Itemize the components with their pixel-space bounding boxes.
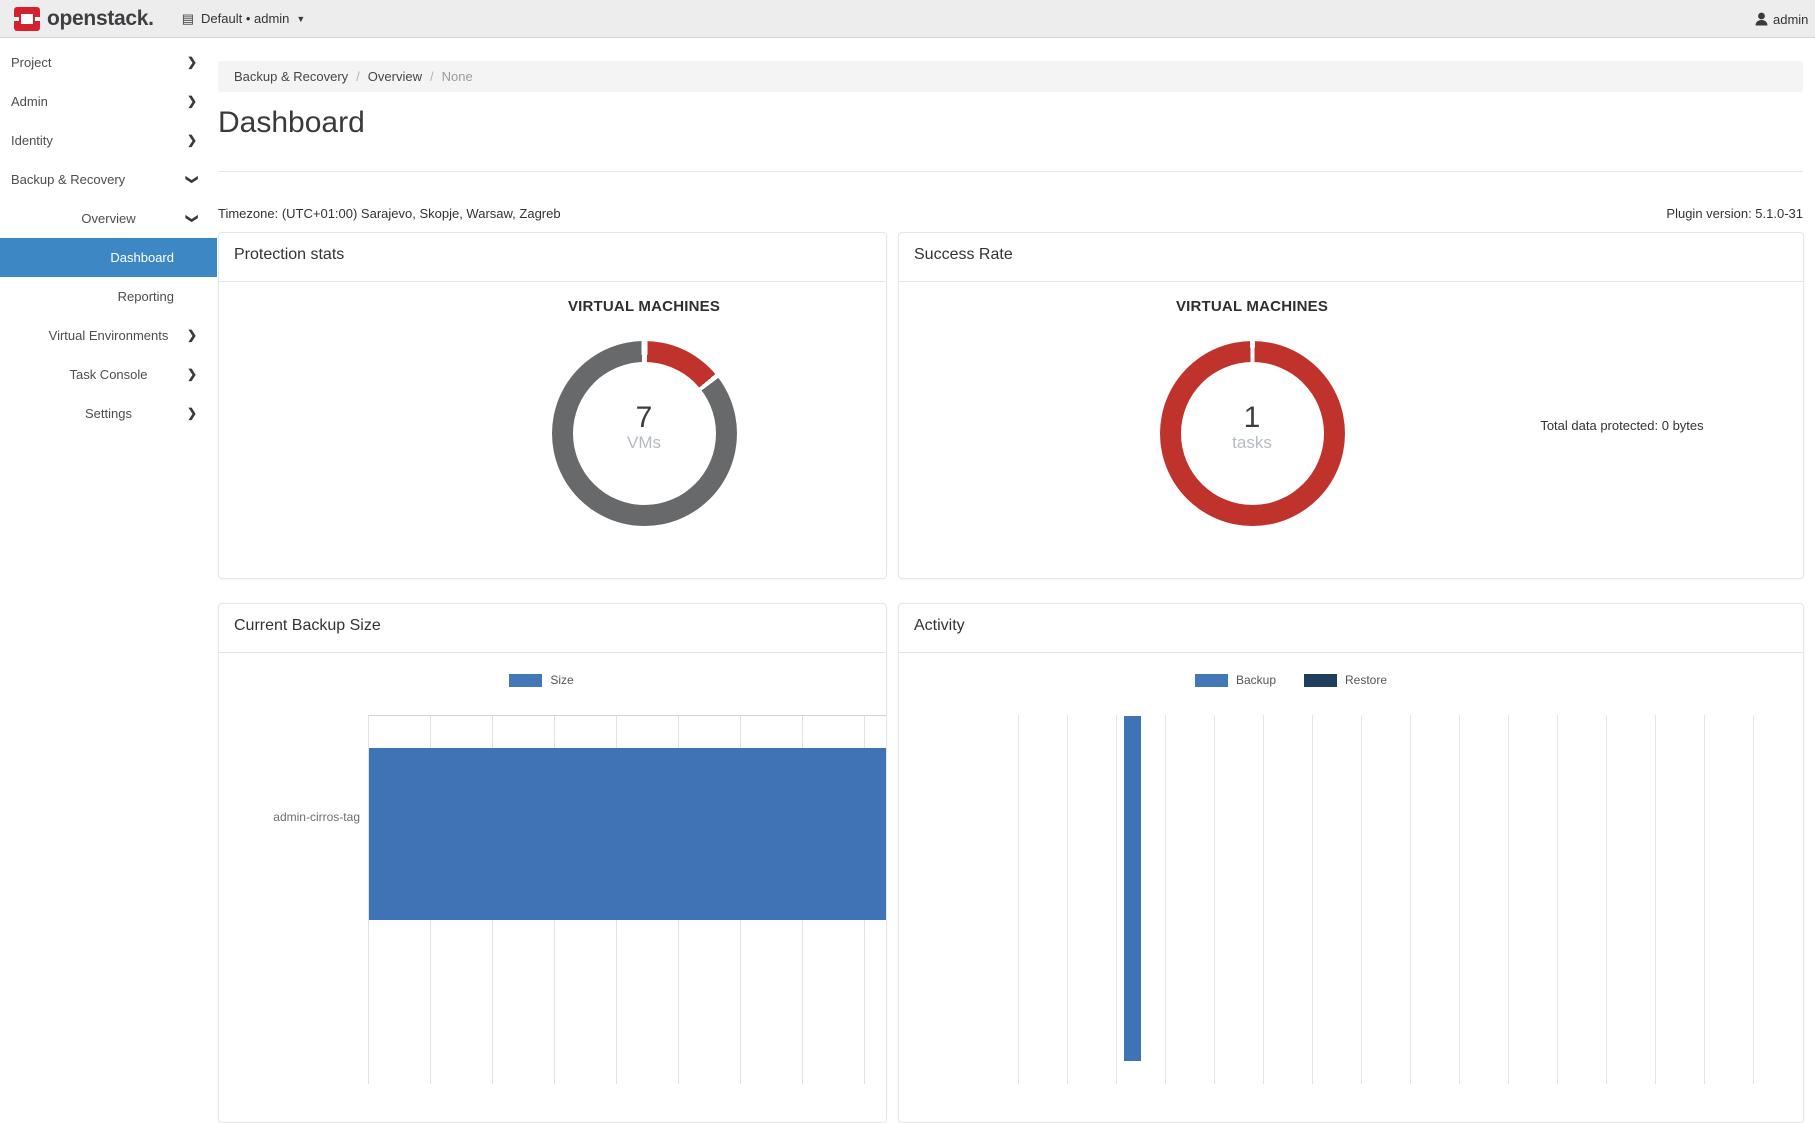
sidebar-item-label: Backup & Recovery xyxy=(11,172,125,187)
openstack-logo-icon xyxy=(14,7,40,31)
sidebar-item-label: Reporting xyxy=(118,289,174,304)
donut-value: 1 xyxy=(1244,403,1261,433)
card-title: Success Rate xyxy=(899,233,1803,282)
legend-item-backup[interactable]: Backup xyxy=(1195,673,1276,687)
card-success-rate: Success Rate VIRTUAL MACHINES 1 tasks To… xyxy=(898,232,1804,579)
card-title: Activity xyxy=(899,604,1803,653)
sidebar-item-settings[interactable]: Settings ❯ xyxy=(0,394,217,433)
page-title: Dashboard xyxy=(218,100,1803,146)
sidebar-item-label: Overview xyxy=(81,211,135,226)
title-divider xyxy=(218,171,1803,172)
donut-center: 1 tasks xyxy=(1160,335,1345,520)
topbar: openstack. ▤ Default • admin ▼ admin xyxy=(0,0,1815,38)
chevron-right-icon: ❯ xyxy=(187,121,197,160)
sidebar-item-label: Identity xyxy=(11,133,53,148)
main-content: Backup & Recovery / Overview / None Dash… xyxy=(218,38,1803,1123)
protection-stats-chart: VIRTUAL MACHINES 7 VMs xyxy=(429,298,859,526)
breadcrumb-backup-recovery[interactable]: Backup & Recovery xyxy=(234,69,348,84)
sidebar-item-task-console[interactable]: Task Console ❯ xyxy=(0,355,217,394)
legend-swatch-restore xyxy=(1304,674,1337,687)
donut-value: 7 xyxy=(636,403,653,433)
table-icon: ▤ xyxy=(182,11,194,27)
donut-unit: VMs xyxy=(627,433,661,453)
sidebar-item-label: Task Console xyxy=(69,367,147,382)
chevron-right-icon: ❯ xyxy=(187,394,197,433)
sidebar-item-dashboard[interactable]: Dashboard xyxy=(0,238,217,277)
legend-swatch-backup xyxy=(1195,674,1228,687)
sidebar-item-overview[interactable]: Overview ❯ xyxy=(0,199,217,238)
sidebar-item-virtual-environments[interactable]: Virtual Environments ❯ xyxy=(0,316,217,355)
size-bar[interactable] xyxy=(369,748,887,920)
sidebar-item-project[interactable]: Project ❯ xyxy=(0,43,217,82)
brand-home-link[interactable]: openstack. xyxy=(14,7,154,31)
chart-header: VIRTUAL MACHINES xyxy=(429,298,859,315)
breadcrumb: Backup & Recovery / Overview / None xyxy=(218,61,1803,92)
backup-size-bar-chart[interactable] xyxy=(368,715,887,1084)
chevron-down-icon: ❯ xyxy=(172,213,211,223)
breadcrumb-separator: / xyxy=(356,69,360,84)
total-data-protected-text: Total data protected: 0 bytes xyxy=(1492,418,1752,433)
chart-header: VIRTUAL MACHINES xyxy=(1037,298,1467,315)
breadcrumb-separator: / xyxy=(430,69,434,84)
chevron-right-icon: ❯ xyxy=(187,355,197,394)
sidebar-item-admin[interactable]: Admin ❯ xyxy=(0,82,217,121)
chart-legend: Size xyxy=(218,673,875,687)
card-title: Protection stats xyxy=(219,233,886,282)
backup-bar[interactable] xyxy=(1124,716,1141,1061)
card-title: Current Backup Size xyxy=(219,604,886,653)
caret-down-icon: ▼ xyxy=(296,14,305,24)
legend-item-size[interactable]: Size xyxy=(509,673,573,687)
meta-row: Timezone: (UTC+01:00) Sarajevo, Skopje, … xyxy=(218,206,1803,222)
breadcrumb-current: None xyxy=(442,69,473,84)
chevron-right-icon: ❯ xyxy=(187,43,197,82)
timezone-text: Timezone: (UTC+01:00) Sarajevo, Skopje, … xyxy=(218,206,561,222)
chevron-down-icon: ❯ xyxy=(172,174,211,184)
legend-item-restore[interactable]: Restore xyxy=(1304,673,1387,687)
user-name: admin xyxy=(1773,12,1808,27)
sidebar-item-label: Virtual Environments xyxy=(49,328,169,343)
sidebar-item-label: Admin xyxy=(11,94,48,109)
success-rate-chart: VIRTUAL MACHINES 1 tasks xyxy=(1037,298,1467,526)
sidebar-item-label: Dashboard xyxy=(110,250,174,265)
protection-donut-chart[interactable]: 7 VMs xyxy=(552,341,737,526)
card-protection-stats: Protection stats VIRTUAL MACHINES 7 VMs xyxy=(218,232,887,579)
sidebar-item-reporting[interactable]: Reporting xyxy=(0,277,217,316)
domain-project-switcher[interactable]: ▤ Default • admin ▼ xyxy=(182,11,306,27)
legend-label: Restore xyxy=(1345,673,1387,687)
card-current-backup-size: Current Backup Size Size admin-cirros-ta… xyxy=(218,603,887,1123)
chevron-right-icon: ❯ xyxy=(187,82,197,121)
legend-label: Backup xyxy=(1236,673,1276,687)
activity-bar-chart[interactable] xyxy=(1018,715,1793,1084)
legend-swatch-size xyxy=(509,674,542,687)
brand-text: openstack. xyxy=(47,7,154,31)
sidebar-item-backup-recovery[interactable]: Backup & Recovery ❯ xyxy=(0,160,217,199)
context-label: Default • admin xyxy=(201,11,289,26)
breadcrumb-overview[interactable]: Overview xyxy=(368,69,422,84)
dashboard-grid: Protection stats VIRTUAL MACHINES 7 VMs … xyxy=(218,232,1803,1123)
chart-legend: Backup Restore xyxy=(898,673,1743,687)
sidebar-item-label: Project xyxy=(11,55,51,70)
sidebar-item-label: Settings xyxy=(85,406,132,421)
sidebar-item-identity[interactable]: Identity ❯ xyxy=(0,121,217,160)
donut-center: 7 VMs xyxy=(552,335,737,520)
card-activity: Activity Backup Restore xyxy=(898,603,1804,1123)
success-donut-chart[interactable]: 1 tasks xyxy=(1160,341,1345,526)
chevron-right-icon: ❯ xyxy=(187,316,197,355)
sidebar: Project ❯ Admin ❯ Identity ❯ Backup & Re… xyxy=(0,38,217,952)
legend-label: Size xyxy=(550,673,573,687)
plugin-version-text: Plugin version: 5.1.0-31 xyxy=(1666,206,1803,222)
user-menu[interactable]: admin xyxy=(1755,0,1808,38)
donut-unit: tasks xyxy=(1232,433,1272,453)
user-icon xyxy=(1755,12,1768,26)
bar-category-label: admin-cirros-tag xyxy=(219,810,360,824)
